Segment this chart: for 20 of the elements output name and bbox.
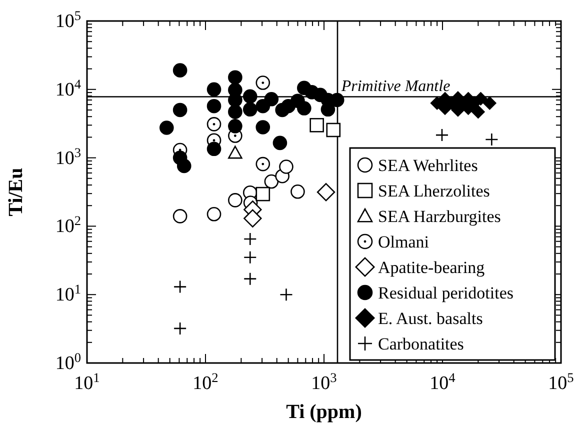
legend-label: SEA Wehrlites — [378, 156, 478, 175]
legend-label: SEA Lherzolites — [378, 182, 490, 200]
legend-label: SEA Harzburgites — [378, 207, 501, 226]
x-tick-label: 10$^{3}$ — [311, 370, 338, 394]
legend-label: Carbonatites — [378, 334, 464, 354]
y-tick-label: 10$^{4}$ — [55, 76, 82, 100]
legend-label: Olmani — [378, 232, 430, 252]
y-axis-title: Ti/Eu — [5, 168, 27, 216]
legend-label: E. Aust. basalts — [378, 309, 483, 328]
y-tick-label: 10$^{1}$ — [55, 281, 81, 306]
legend-label: Apatite-bearing — [378, 258, 486, 277]
y-tick-label: 10$^{3}$ — [55, 144, 82, 169]
x-tick-label: 10$^{5}$ — [548, 370, 574, 394]
ref-line-label: Primitive Mantle — [340, 78, 450, 95]
x-tick-label: 10$^{2}$ — [192, 370, 218, 394]
legend-label: Residual peridotites — [378, 284, 514, 302]
y-tick-label: 10$^{2}$ — [55, 212, 81, 238]
x-axis-title: Ti (ppm) — [286, 401, 362, 423]
y-tick-label: 10$^{5}$ — [55, 8, 82, 32]
x-tick-label: 10$^{4}$ — [430, 370, 456, 394]
